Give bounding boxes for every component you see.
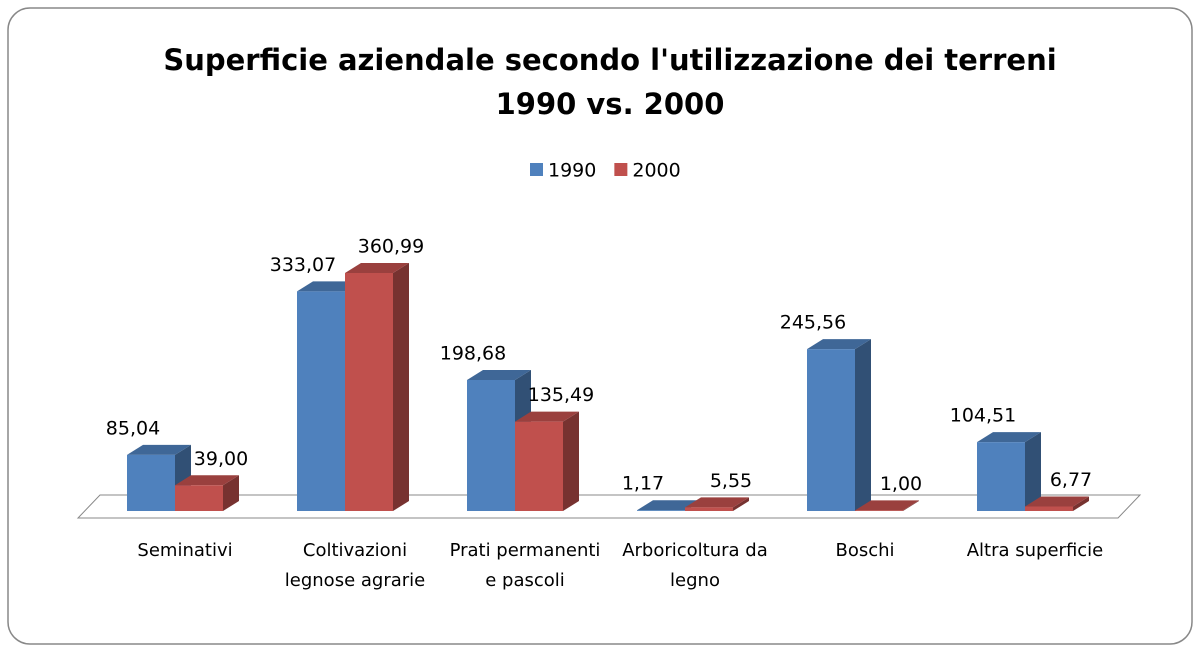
data-label: 39,00 <box>194 448 248 470</box>
x-tick-label: Coltivazioni legnose agrarie <box>284 540 426 591</box>
data-label: 104,51 <box>950 405 1016 427</box>
bar-front <box>1025 506 1073 511</box>
data-label: 6,77 <box>1050 469 1092 491</box>
data-label: 333,07 <box>270 254 336 276</box>
bar-top <box>175 475 239 486</box>
chart-title: 1990 vs. 2000 <box>496 87 725 121</box>
bar-front <box>855 510 903 511</box>
bar-top <box>345 263 409 273</box>
bar <box>175 475 239 511</box>
legend-label: 2000 <box>632 160 680 182</box>
data-label: 245,56 <box>780 312 846 334</box>
bar <box>515 411 579 511</box>
bar-top <box>685 497 749 508</box>
legend-swatch <box>614 163 628 176</box>
bar-front <box>467 380 515 511</box>
bar-front <box>175 485 223 511</box>
x-tick-label: Boschi <box>835 540 895 561</box>
bar-side <box>855 339 871 511</box>
bar-top <box>1025 496 1089 507</box>
bar-front <box>127 454 175 511</box>
bar-top <box>127 444 191 455</box>
bar <box>855 500 919 511</box>
x-tick-label: Arboricoltura da legno <box>622 540 768 591</box>
bar-front <box>297 291 345 511</box>
bar-side <box>903 500 919 511</box>
data-label: 85,04 <box>106 417 160 439</box>
bar-top <box>977 432 1041 443</box>
bar-front <box>685 507 733 511</box>
bar-top <box>467 370 531 381</box>
data-label: 1,17 <box>622 473 664 495</box>
bar-side <box>1073 496 1089 511</box>
bar-side <box>393 263 409 511</box>
x-tick-label: Altra superficie <box>966 540 1104 561</box>
legend-label: 1990 <box>548 160 596 182</box>
bar-top <box>807 339 871 350</box>
bar-front <box>515 421 563 511</box>
x-tick-label: Prati permanenti e pascoli <box>449 540 601 591</box>
data-label: 360,99 <box>358 236 424 258</box>
bar-top <box>855 500 919 511</box>
bar-side <box>1025 432 1041 511</box>
bar-side <box>563 411 579 511</box>
bar <box>685 497 749 511</box>
data-label: 135,49 <box>528 384 594 406</box>
bar <box>345 263 409 511</box>
data-label: 5,55 <box>710 470 752 492</box>
bar-front <box>345 273 393 511</box>
bar <box>807 339 871 511</box>
x-tick-label: Seminativi <box>137 540 233 561</box>
bar <box>1025 496 1089 511</box>
bar <box>977 432 1041 511</box>
data-label: 198,68 <box>440 343 506 365</box>
bar-front <box>637 510 685 511</box>
bar-side <box>223 475 239 511</box>
legend-swatch <box>530 163 543 176</box>
chart-title: Superficie aziendale secondo l'utilizzaz… <box>163 43 1056 77</box>
data-label: 1,00 <box>880 473 922 495</box>
bar-front <box>977 442 1025 511</box>
bar-top <box>515 411 579 422</box>
bar-front <box>807 349 855 511</box>
bar-side <box>733 497 749 511</box>
